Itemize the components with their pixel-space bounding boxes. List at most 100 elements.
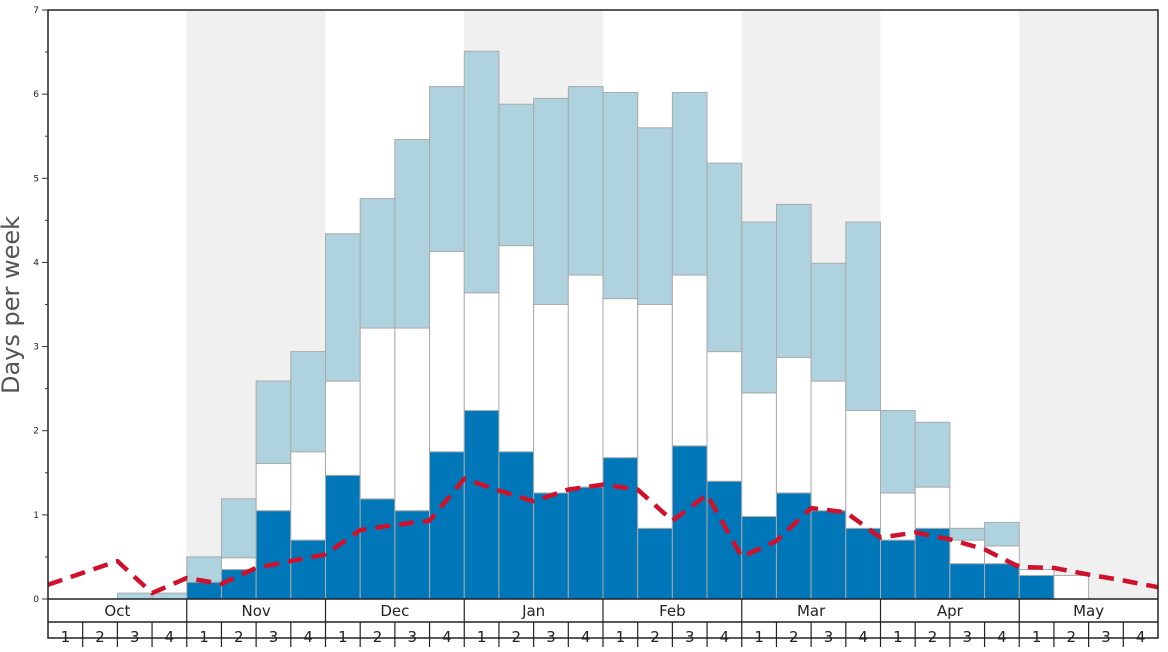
bar-white-16 bbox=[567, 274, 604, 488]
y-tick-label: 6 bbox=[33, 90, 39, 100]
bar-dark-22 bbox=[775, 492, 812, 600]
bar-dark-20 bbox=[706, 480, 743, 600]
bar-light-11 bbox=[394, 139, 431, 329]
week-label: 3 bbox=[130, 628, 140, 646]
bar-light-14 bbox=[498, 103, 535, 247]
bar-dark-29 bbox=[1018, 574, 1055, 600]
week-label: 4 bbox=[1136, 628, 1146, 646]
month-label-may: May bbox=[1073, 602, 1104, 620]
bar-dark-12 bbox=[429, 451, 465, 600]
week-label: 2 bbox=[95, 628, 105, 646]
y-axis: 0 1 2 3 4 5 6 7 bbox=[33, 6, 48, 605]
week-label: 4 bbox=[997, 628, 1007, 646]
bar-light-16 bbox=[567, 86, 604, 276]
week-label: 2 bbox=[789, 628, 799, 646]
week-label: 1 bbox=[199, 628, 209, 646]
week-label: 4 bbox=[581, 628, 591, 646]
month-label-nov: Nov bbox=[241, 602, 270, 620]
week-label: 1 bbox=[1032, 628, 1042, 646]
y-tick-label: 1 bbox=[33, 511, 39, 521]
bar-dark-24 bbox=[845, 527, 881, 600]
week-label: 4 bbox=[858, 628, 868, 646]
week-label: 3 bbox=[685, 628, 695, 646]
week-label: 3 bbox=[824, 628, 834, 646]
week-label: 3 bbox=[407, 628, 417, 646]
week-label: 1 bbox=[477, 628, 487, 646]
bar-dark-16 bbox=[567, 486, 604, 600]
bar-light-23 bbox=[810, 262, 847, 382]
week-label: 3 bbox=[962, 628, 972, 646]
trend-line bbox=[47, 476, 1159, 596]
bar-light-15 bbox=[533, 97, 569, 305]
month-band-may bbox=[1019, 10, 1158, 599]
week-label: 2 bbox=[373, 628, 383, 646]
month-label-feb: Feb bbox=[659, 602, 686, 620]
week-label: 2 bbox=[1067, 628, 1077, 646]
bar-white-15 bbox=[533, 304, 569, 494]
bar-white-22 bbox=[775, 357, 812, 494]
bar-white-14 bbox=[498, 245, 535, 453]
bar-light-5 bbox=[186, 556, 222, 583]
bar-white-6 bbox=[220, 557, 257, 571]
bar-white-23 bbox=[810, 380, 847, 512]
bar-white-9 bbox=[325, 380, 361, 476]
week-label: 1 bbox=[61, 628, 71, 646]
bar-dark-19 bbox=[671, 445, 708, 600]
week-label: 1 bbox=[893, 628, 903, 646]
y-tick-label: 2 bbox=[33, 427, 39, 437]
bar-light-10 bbox=[359, 197, 396, 329]
month-label-jan: Jan bbox=[521, 602, 545, 620]
bar-white-11 bbox=[394, 327, 431, 512]
week-label: 1 bbox=[754, 628, 764, 646]
bar-light-22 bbox=[775, 203, 812, 359]
bar-dark-27 bbox=[949, 563, 986, 600]
bar-white-10 bbox=[359, 327, 396, 500]
bar-dark-13 bbox=[463, 410, 500, 600]
month-label-oct: Oct bbox=[104, 602, 130, 620]
y-tick-label: 4 bbox=[33, 258, 39, 268]
bar-dark-14 bbox=[498, 451, 535, 600]
bar-dark-15 bbox=[533, 492, 569, 600]
month-label-mar: Mar bbox=[797, 602, 826, 620]
y-tick-label: 7 bbox=[33, 6, 39, 16]
bar-dark-17 bbox=[602, 457, 639, 600]
bar-stacks bbox=[116, 50, 1090, 600]
y-tick-label: 0 bbox=[33, 595, 39, 605]
week-label: 2 bbox=[512, 628, 522, 646]
week-label: 3 bbox=[546, 628, 556, 646]
bar-white-28 bbox=[984, 545, 1020, 565]
bar-light-4 bbox=[151, 592, 188, 600]
bar-dark-18 bbox=[637, 527, 673, 600]
y-axis-label: Days per week bbox=[0, 216, 25, 394]
bar-white-8 bbox=[290, 451, 326, 541]
week-label: 2 bbox=[234, 628, 244, 646]
bar-dark-23 bbox=[810, 510, 847, 600]
week-label: 2 bbox=[928, 628, 938, 646]
bar-light-3 bbox=[116, 592, 153, 600]
bar-white-29 bbox=[1018, 569, 1055, 576]
bar-light-28 bbox=[984, 521, 1020, 547]
y-tick-label: 3 bbox=[33, 343, 39, 353]
y-tick-label: 5 bbox=[33, 174, 39, 184]
bar-white-13 bbox=[463, 292, 500, 412]
bar-light-6 bbox=[220, 498, 257, 559]
bar-light-26 bbox=[914, 421, 951, 488]
bar-light-25 bbox=[880, 410, 916, 494]
bar-light-9 bbox=[325, 233, 361, 382]
bar-light-27 bbox=[949, 527, 986, 541]
bar-light-13 bbox=[463, 50, 500, 294]
bar-white-21 bbox=[741, 392, 777, 518]
bar-white-19 bbox=[671, 274, 708, 447]
bar-light-24 bbox=[845, 221, 881, 412]
bar-dark-6 bbox=[220, 569, 257, 600]
bar-light-8 bbox=[290, 351, 326, 453]
bar-light-17 bbox=[602, 91, 639, 300]
bar-white-17 bbox=[602, 298, 639, 459]
bar-white-20 bbox=[706, 351, 743, 482]
week-label: 3 bbox=[269, 628, 279, 646]
week-label: 2 bbox=[650, 628, 660, 646]
bar-light-19 bbox=[671, 91, 708, 276]
month-label-dec: Dec bbox=[380, 602, 409, 620]
week-label: 1 bbox=[616, 628, 626, 646]
bar-light-12 bbox=[429, 86, 465, 252]
